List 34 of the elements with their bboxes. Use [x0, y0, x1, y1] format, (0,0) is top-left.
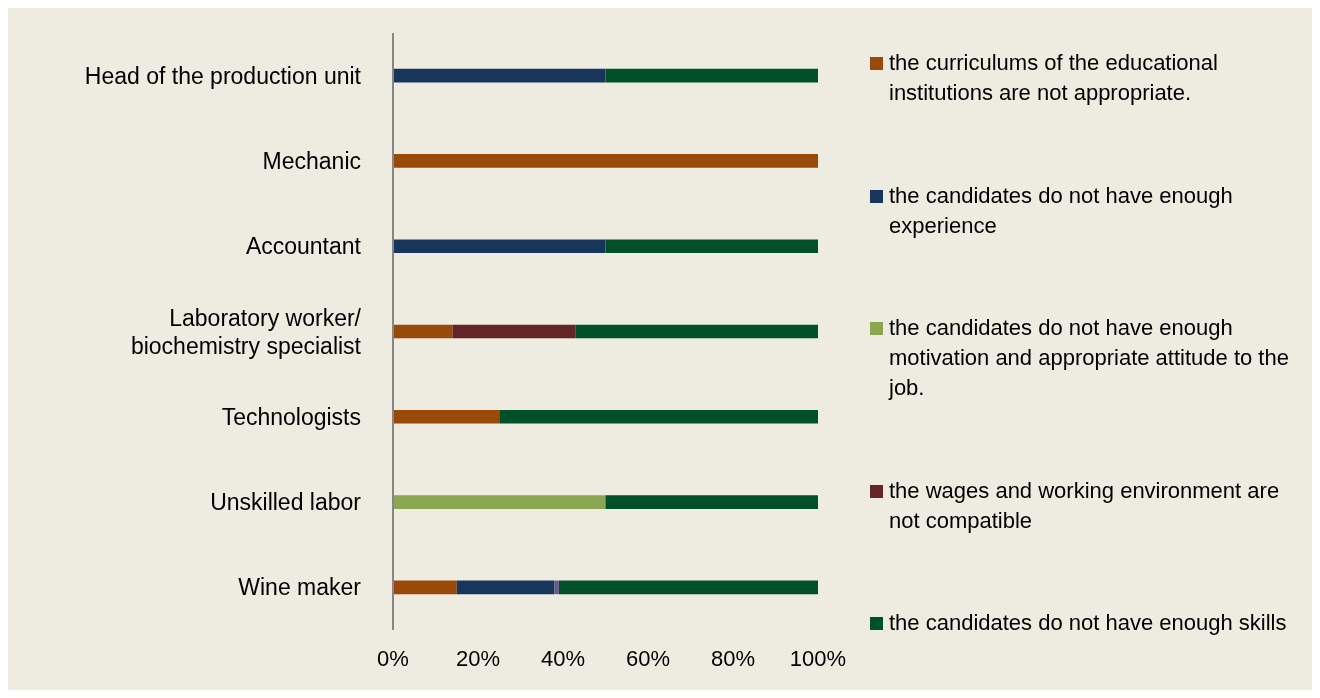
bar — [605, 239, 818, 254]
x-tick-label: 100% — [789, 645, 847, 671]
bar — [554, 580, 559, 595]
bar — [393, 324, 453, 339]
legend-label: the candidates do not have enough skills — [889, 609, 1287, 637]
bar — [393, 580, 457, 595]
x-tick-label: 80% — [710, 645, 756, 671]
bar — [575, 324, 818, 339]
bar — [605, 495, 818, 509]
bar — [393, 409, 500, 424]
legend-label: the wages and working environment are not compatible — [889, 476, 1281, 535]
bar — [558, 580, 818, 595]
y-tick-label: Laboratory worker/ biochemistry specialist — [130, 304, 362, 359]
y-tick-label: Mechanic — [262, 147, 361, 174]
bar — [499, 409, 818, 424]
y-tick-label: Head of the production unit — [84, 62, 362, 89]
x-tick-label: 60% — [625, 645, 671, 671]
y-tick-label: Wine maker — [238, 574, 362, 601]
x-tick-label: 0% — [377, 645, 409, 671]
bar — [393, 154, 818, 168]
x-tick-label: 40% — [540, 645, 586, 671]
x-tick-label: 20% — [455, 645, 501, 671]
y-tick-label: Technologists — [221, 403, 361, 430]
bar — [393, 239, 606, 254]
legend-label: the candidates do not have enough motivation and appropriate attitude to the job. — [889, 314, 1290, 402]
bar — [456, 580, 555, 595]
bar — [605, 68, 818, 83]
y-tick-label: Unskilled labor — [210, 489, 362, 516]
legend-label: the candidates do not have enough experience — [889, 181, 1234, 240]
y-tick-label: Accountant — [245, 233, 362, 260]
bar — [393, 68, 606, 83]
bar — [393, 495, 606, 509]
bar — [452, 324, 576, 339]
legend-label: the curriculums of the educational institutions are not appropriate. — [889, 49, 1219, 107]
